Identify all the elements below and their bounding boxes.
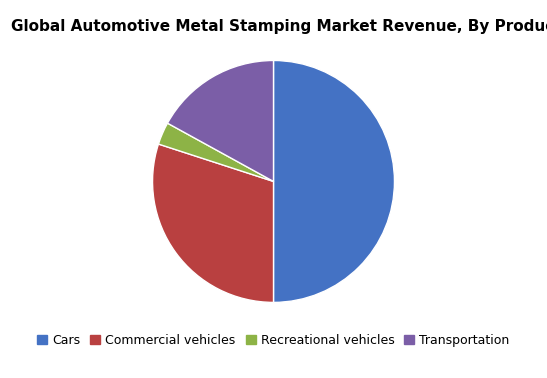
Wedge shape [274,60,394,302]
Wedge shape [153,144,274,302]
Wedge shape [159,123,274,181]
Legend: Cars, Commercial vehicles, Recreational vehicles, Transportation: Cars, Commercial vehicles, Recreational … [33,330,514,350]
Wedge shape [167,60,274,181]
Text: Global Automotive Metal Stamping Market Revenue, By Product, 2016 (%): Global Automotive Metal Stamping Market … [11,19,547,34]
